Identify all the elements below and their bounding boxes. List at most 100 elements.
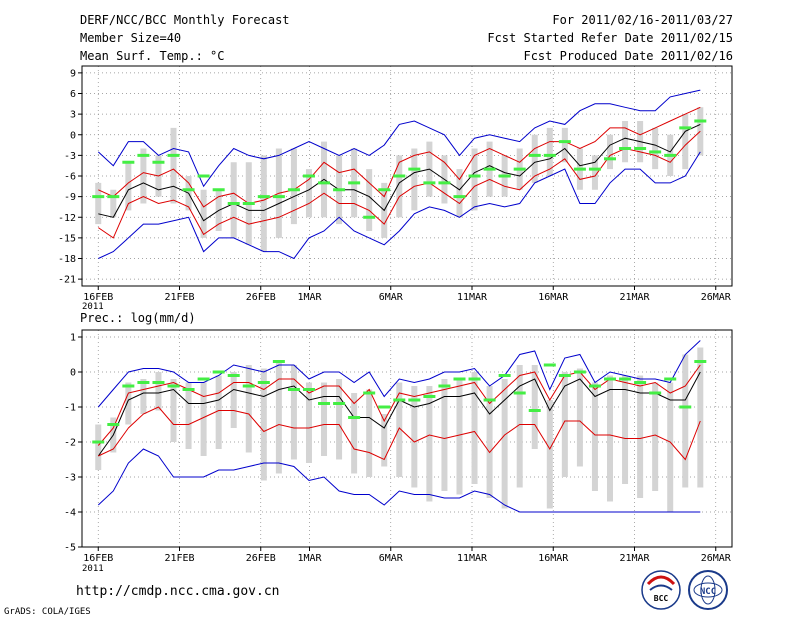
temp-marker <box>573 167 586 171</box>
temp-marker <box>212 188 225 192</box>
temp-marker <box>272 195 285 199</box>
temp-xtick-label: 26MAR <box>701 292 732 303</box>
prec-marker <box>242 384 255 388</box>
prec-marker <box>227 374 240 377</box>
grads-credit: GrADS: COLA/IGES <box>4 607 91 617</box>
prec-spread-box <box>185 382 192 449</box>
prec-spread-box <box>576 368 583 467</box>
prec-spread-box <box>125 382 132 425</box>
prec-spread-box <box>95 424 102 470</box>
ncc-logo-text: NCC <box>700 587 716 597</box>
prec-marker <box>167 384 180 388</box>
temp-spread-box <box>125 162 132 211</box>
prec-marker <box>348 416 361 419</box>
temp-marker <box>694 119 707 123</box>
temp-marker <box>558 140 571 144</box>
prec-spread-box <box>471 372 478 484</box>
temp-marker <box>468 174 481 178</box>
temp-spread-box <box>471 148 478 211</box>
prec-marker <box>302 388 315 391</box>
prec-marker <box>558 374 571 377</box>
prec-marker <box>483 398 496 402</box>
variable-label: Mean Surf. Temp.: °C <box>80 49 225 63</box>
prec-spread-box <box>456 379 463 495</box>
prec-spread-box <box>682 354 689 488</box>
temp-series-mean <box>98 123 701 222</box>
prec-xtick-label: 16MAR <box>538 553 569 564</box>
temp-marker <box>453 195 466 199</box>
prec-spread-box <box>652 382 659 491</box>
prec-spread-box <box>381 414 388 467</box>
temp-marker <box>92 195 105 199</box>
precipitation-label: Prec.: log(mm/d) <box>80 311 196 325</box>
prec-spread-box <box>501 379 508 509</box>
temp-marker <box>528 153 541 157</box>
temp-xtick-label: 21FEB <box>164 292 194 303</box>
temp-marker <box>318 181 331 185</box>
temp-marker <box>588 167 601 171</box>
prec-marker <box>408 398 421 402</box>
temp-spread-box <box>140 148 147 204</box>
temp-marker <box>378 188 391 192</box>
temp-marker <box>348 181 361 185</box>
prec-xtick-label: 11MAR <box>457 553 488 564</box>
temp-marker <box>287 188 300 192</box>
temp-marker <box>543 153 556 157</box>
prec-marker <box>212 370 225 374</box>
temp-spread-box <box>230 162 237 238</box>
prec-spread-box <box>230 372 237 428</box>
temp-marker <box>393 174 406 178</box>
prec-spread-box <box>546 400 553 509</box>
prec-marker <box>257 381 270 384</box>
temp-marker <box>257 195 270 199</box>
temp-spread-box <box>260 155 267 252</box>
temp-ytick-label: -15 <box>58 233 76 244</box>
temp-ytick-label: 9 <box>70 68 76 79</box>
temp-xtick-label: 6MAR <box>379 292 404 303</box>
prec-spread-box <box>366 389 373 477</box>
temp-marker <box>649 150 662 154</box>
temp-marker <box>167 153 180 157</box>
temp-xtick-label: 21MAR <box>619 292 650 303</box>
temp-spread-box <box>200 189 207 238</box>
temp-spread-box <box>396 155 403 218</box>
prec-marker <box>378 405 391 409</box>
prec-marker <box>528 409 541 412</box>
prec-marker <box>272 360 285 363</box>
prec-ytick-label: -3 <box>64 473 76 484</box>
temp-marker <box>182 188 195 192</box>
temp-marker <box>513 167 526 171</box>
temp-xtick-label: 16MAR <box>538 292 569 303</box>
prec-marker <box>438 384 451 388</box>
temp-ytick-label: -3 <box>64 151 76 162</box>
temp-spread-box <box>622 121 629 163</box>
temp-marker <box>152 160 165 164</box>
temp-spread-box <box>290 148 297 225</box>
temp-series-min <box>98 151 701 260</box>
prec-marker <box>122 384 135 388</box>
prec-marker <box>318 402 331 405</box>
source-url[interactable]: http://cmdp.ncc.cma.gov.cn <box>76 584 280 599</box>
prec-spread-box <box>637 375 644 498</box>
prec-spread-box <box>260 368 267 481</box>
prec-marker <box>363 391 376 395</box>
prec-marker <box>137 381 150 384</box>
prec-marker <box>182 388 195 391</box>
prec-xtick-label: 21FEB <box>164 553 194 564</box>
temp-xtick-label: 16FEB <box>83 292 113 303</box>
prec-marker <box>393 398 406 402</box>
prec-marker <box>664 377 677 381</box>
prec-spread-box <box>441 379 448 491</box>
temp-spread-box <box>411 148 418 211</box>
temp-spread-box <box>652 127 659 170</box>
prec-spread-box <box>396 382 403 477</box>
prec-marker <box>453 377 466 381</box>
forecast-period: For 2011/02/16-2011/03/27 <box>552 13 733 27</box>
temp-marker <box>107 195 120 199</box>
bcc-logo-text: BCC <box>654 594 669 603</box>
prec-spread-box <box>170 379 177 442</box>
prec-ytick-label: 0 <box>70 368 76 379</box>
prec-spread-box <box>351 393 358 474</box>
temp-marker <box>408 167 421 171</box>
